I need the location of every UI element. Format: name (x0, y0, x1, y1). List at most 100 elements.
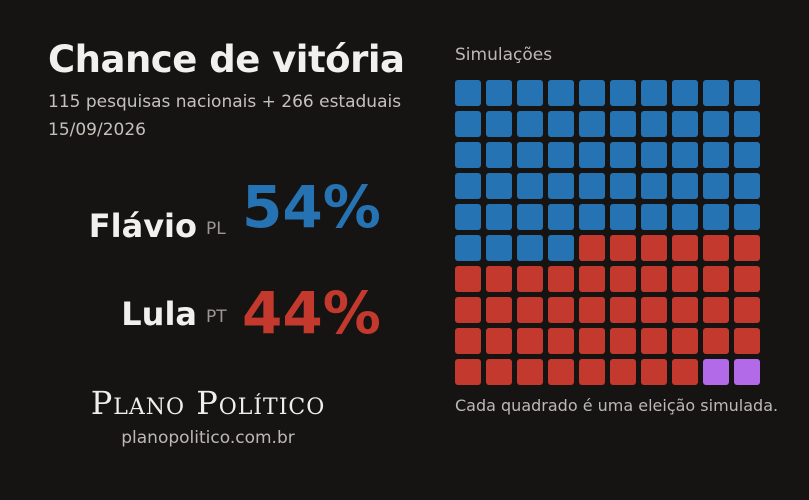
waffle-cell (641, 204, 667, 230)
waffle-cell (641, 142, 667, 168)
waffle-cell (610, 173, 636, 199)
waffle-cell (734, 173, 760, 199)
waffle-cell (517, 266, 543, 292)
candidate-lula-label: Lula PT (0, 270, 230, 330)
waffle-cell (672, 204, 698, 230)
date-label: 15/09/2026 (48, 120, 146, 140)
waffle-cell (641, 235, 667, 261)
waffle-cell (517, 297, 543, 323)
waffle-cell (517, 80, 543, 106)
waffle-cell (734, 111, 760, 137)
candidate-party: PL (206, 219, 226, 239)
waffle-cell (579, 204, 605, 230)
waffle-cell (610, 204, 636, 230)
waffle-cell (579, 297, 605, 323)
waffle-cell (486, 80, 512, 106)
waffle-cell (548, 204, 574, 230)
waffle-cell (610, 297, 636, 323)
waffle-cell (486, 328, 512, 354)
waffle-cell (672, 111, 698, 137)
waffle-cell (672, 235, 698, 261)
waffle-cell (455, 359, 481, 385)
waffle-cell (672, 328, 698, 354)
waffle-cell (517, 235, 543, 261)
waffle-cell (703, 297, 729, 323)
waffle-cell (486, 359, 512, 385)
waffle-cell (579, 359, 605, 385)
waffle-cell (703, 111, 729, 137)
waffle-cell (703, 359, 729, 385)
waffle-cell (734, 328, 760, 354)
brand-url[interactable]: planopolitico.com.br (121, 428, 295, 448)
brand-logo-text: Plano Político (90, 384, 326, 422)
candidate-name: Flávio (88, 207, 197, 245)
waffle-cell (672, 266, 698, 292)
waffle-cell (455, 173, 481, 199)
waffle-cell (734, 359, 760, 385)
waffle-cell (734, 204, 760, 230)
waffle-cell (548, 297, 574, 323)
waffle-cell (610, 142, 636, 168)
chart-caption: Cada quadrado é uma eleição simulada. (455, 396, 779, 415)
waffle-cell (517, 359, 543, 385)
waffle-cell (734, 266, 760, 292)
waffle-cell (579, 235, 605, 261)
waffle-cell (641, 80, 667, 106)
waffle-cell (672, 80, 698, 106)
waffle-cell (455, 328, 481, 354)
waffle-cell (486, 266, 512, 292)
waffle-cell (517, 111, 543, 137)
waffle-cell (548, 266, 574, 292)
candidate-party: PT (206, 307, 227, 327)
waffle-cell (610, 111, 636, 137)
waffle-cell (486, 173, 512, 199)
waffle-cell (455, 80, 481, 106)
waffle-cell (579, 328, 605, 354)
waffle-cell (610, 328, 636, 354)
waffle-cell (486, 235, 512, 261)
waffle-cell (610, 235, 636, 261)
waffle-cell (455, 142, 481, 168)
waffle-cell (703, 235, 729, 261)
waffle-cell (486, 111, 512, 137)
waffle-cell (610, 266, 636, 292)
waffle-cell (641, 266, 667, 292)
waffle-cell (703, 80, 729, 106)
waffle-cell (579, 111, 605, 137)
waffle-chart (455, 80, 761, 386)
candidate-name: Lula (121, 295, 197, 333)
waffle-cell (703, 173, 729, 199)
waffle-cell (486, 204, 512, 230)
waffle-cell (517, 173, 543, 199)
candidate-flavio-percent: 54% (242, 173, 381, 241)
waffle-cell (455, 297, 481, 323)
waffle-cell (455, 204, 481, 230)
page-subtitle: 115 pesquisas nacionais + 266 estaduais (48, 92, 402, 112)
waffle-cell (672, 297, 698, 323)
waffle-cell (579, 266, 605, 292)
waffle-cell (548, 80, 574, 106)
waffle-cell (734, 235, 760, 261)
waffle-cell (455, 111, 481, 137)
waffle-cell (672, 142, 698, 168)
waffle-cell (610, 80, 636, 106)
waffle-cell (734, 80, 760, 106)
waffle-cell (455, 266, 481, 292)
waffle-cell (548, 359, 574, 385)
waffle-cell (579, 173, 605, 199)
waffle-cell (579, 142, 605, 168)
waffle-cell (641, 297, 667, 323)
waffle-cell (703, 204, 729, 230)
waffle-cell (517, 204, 543, 230)
waffle-cell (517, 142, 543, 168)
waffle-cell (517, 328, 543, 354)
waffle-cell (486, 142, 512, 168)
candidate-lula-percent: 44% (242, 279, 381, 347)
waffle-cell (548, 173, 574, 199)
waffle-cell (548, 328, 574, 354)
waffle-cell (548, 111, 574, 137)
waffle-cell (641, 328, 667, 354)
waffle-cell (548, 142, 574, 168)
waffle-cell (548, 235, 574, 261)
waffle-cell (579, 80, 605, 106)
